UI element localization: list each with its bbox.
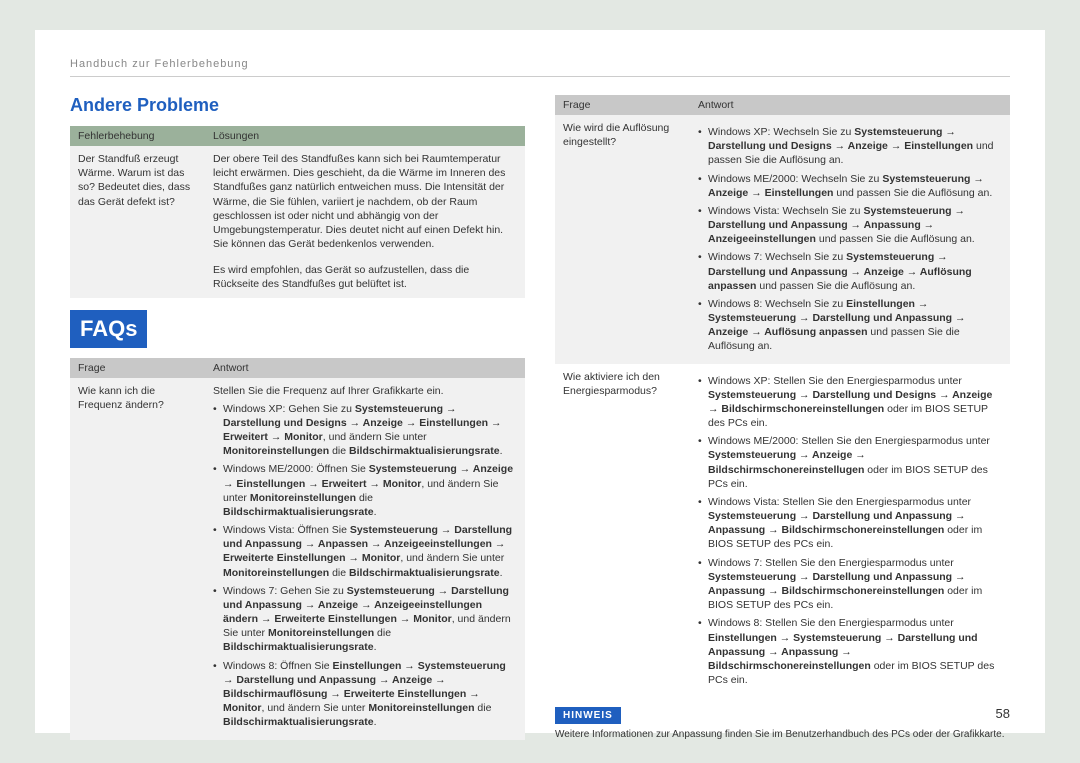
en-vista: Windows Vista: Stellen Sie den Energiesp…: [698, 495, 1002, 552]
res-w7: Windows 7: Wechseln Sie zu Systemsteueru…: [698, 250, 1002, 293]
troubleshooting-table: Fehlerbehebung Lösungen Der Standfuß erz…: [70, 126, 525, 298]
faq-table-right: Frage Antwort Wie wird die Auflösung ein…: [555, 95, 1010, 697]
hinweis-badge: HINWEIS: [555, 707, 621, 724]
faq-q-energy: Wie aktiviere ich den Energiesparmodus?: [555, 364, 690, 698]
item-w7: Windows 7: Gehen Sie zu Systemsteuerung …: [213, 584, 517, 655]
item-w8: Windows 8: Öffnen Sie Einstellungen → Sy…: [213, 659, 517, 730]
faqs-heading: FAQs: [70, 310, 147, 348]
item-vista: Windows Vista: Öffnen Sie Systemsteuerun…: [213, 523, 517, 580]
faq-q1: Wie kann ich die Frequenz ändern?: [70, 378, 205, 740]
page-header: Handbuch zur Fehlerbehebung: [70, 58, 1010, 77]
problem-cell: Der Standfuß erzeugt Wärme. Warum ist da…: [70, 146, 205, 257]
res-w8: Windows 8: Wechseln Sie zu Einstellungen…: [698, 297, 1002, 354]
en-w8: Windows 8: Stellen Sie den Energiesparmo…: [698, 616, 1002, 687]
faq-table-left: Frage Antwort Wie kann ich die Frequenz …: [70, 358, 525, 740]
two-column-layout: Andere Probleme Fehlerbehebung Lösungen …: [70, 95, 1010, 741]
right-column: Frage Antwort Wie wird die Auflösung ein…: [555, 95, 1010, 741]
faq-a1-intro: Stellen Sie die Frequenz auf Ihrer Grafi…: [213, 385, 444, 397]
th-antwort: Antwort: [205, 358, 525, 378]
res-me: Windows ME/2000: Wechseln Sie zu Systems…: [698, 172, 1002, 200]
solution-p2: Es wird empfohlen, das Gerät so aufzuste…: [205, 257, 525, 297]
empty-cell: [70, 257, 205, 297]
en-xp: Windows XP: Stellen Sie den Energiesparm…: [698, 374, 1002, 431]
faq-a-resolution: Windows XP: Wechseln Sie zu Systemsteuer…: [690, 115, 1010, 364]
en-w7: Windows 7: Stellen Sie den Energiesparmo…: [698, 556, 1002, 613]
section-title: Andere Probleme: [70, 95, 525, 116]
manual-page: Handbuch zur Fehlerbehebung Andere Probl…: [35, 30, 1045, 733]
solution-cell: Der obere Teil des Standfußes kann sich …: [205, 146, 525, 257]
th-problem: Fehlerbehebung: [70, 126, 205, 146]
item-me: Windows ME/2000: Öffnen Sie Systemsteuer…: [213, 462, 517, 519]
th-antwort-r: Antwort: [690, 95, 1010, 115]
faq-a1-list: Windows XP: Gehen Sie zu Systemsteuerung…: [213, 402, 517, 730]
th-frage: Frage: [70, 358, 205, 378]
faq-a1: Stellen Sie die Frequenz auf Ihrer Grafi…: [205, 378, 525, 740]
faq-q-resolution: Wie wird die Auflösung eingestellt?: [555, 115, 690, 364]
th-solution: Lösungen: [205, 126, 525, 146]
item-xp: Windows XP: Gehen Sie zu Systemsteuerung…: [213, 402, 517, 459]
page-number: 58: [996, 706, 1010, 721]
en-me: Windows ME/2000: Stellen Sie den Energie…: [698, 434, 1002, 491]
res-xp: Windows XP: Wechseln Sie zu Systemsteuer…: [698, 125, 1002, 168]
left-column: Andere Probleme Fehlerbehebung Lösungen …: [70, 95, 525, 741]
energy-list: Windows XP: Stellen Sie den Energiesparm…: [698, 374, 1002, 688]
res-list: Windows XP: Wechseln Sie zu Systemsteuer…: [698, 125, 1002, 354]
solution-p1: Der obere Teil des Standfußes kann sich …: [213, 153, 505, 250]
res-vista: Windows Vista: Wechseln Sie zu Systemste…: [698, 204, 1002, 247]
faq-a-energy: Windows XP: Stellen Sie den Energiesparm…: [690, 364, 1010, 698]
hinweis-text: Weitere Informationen zur Anpassung find…: [555, 728, 1010, 741]
th-frage-r: Frage: [555, 95, 690, 115]
